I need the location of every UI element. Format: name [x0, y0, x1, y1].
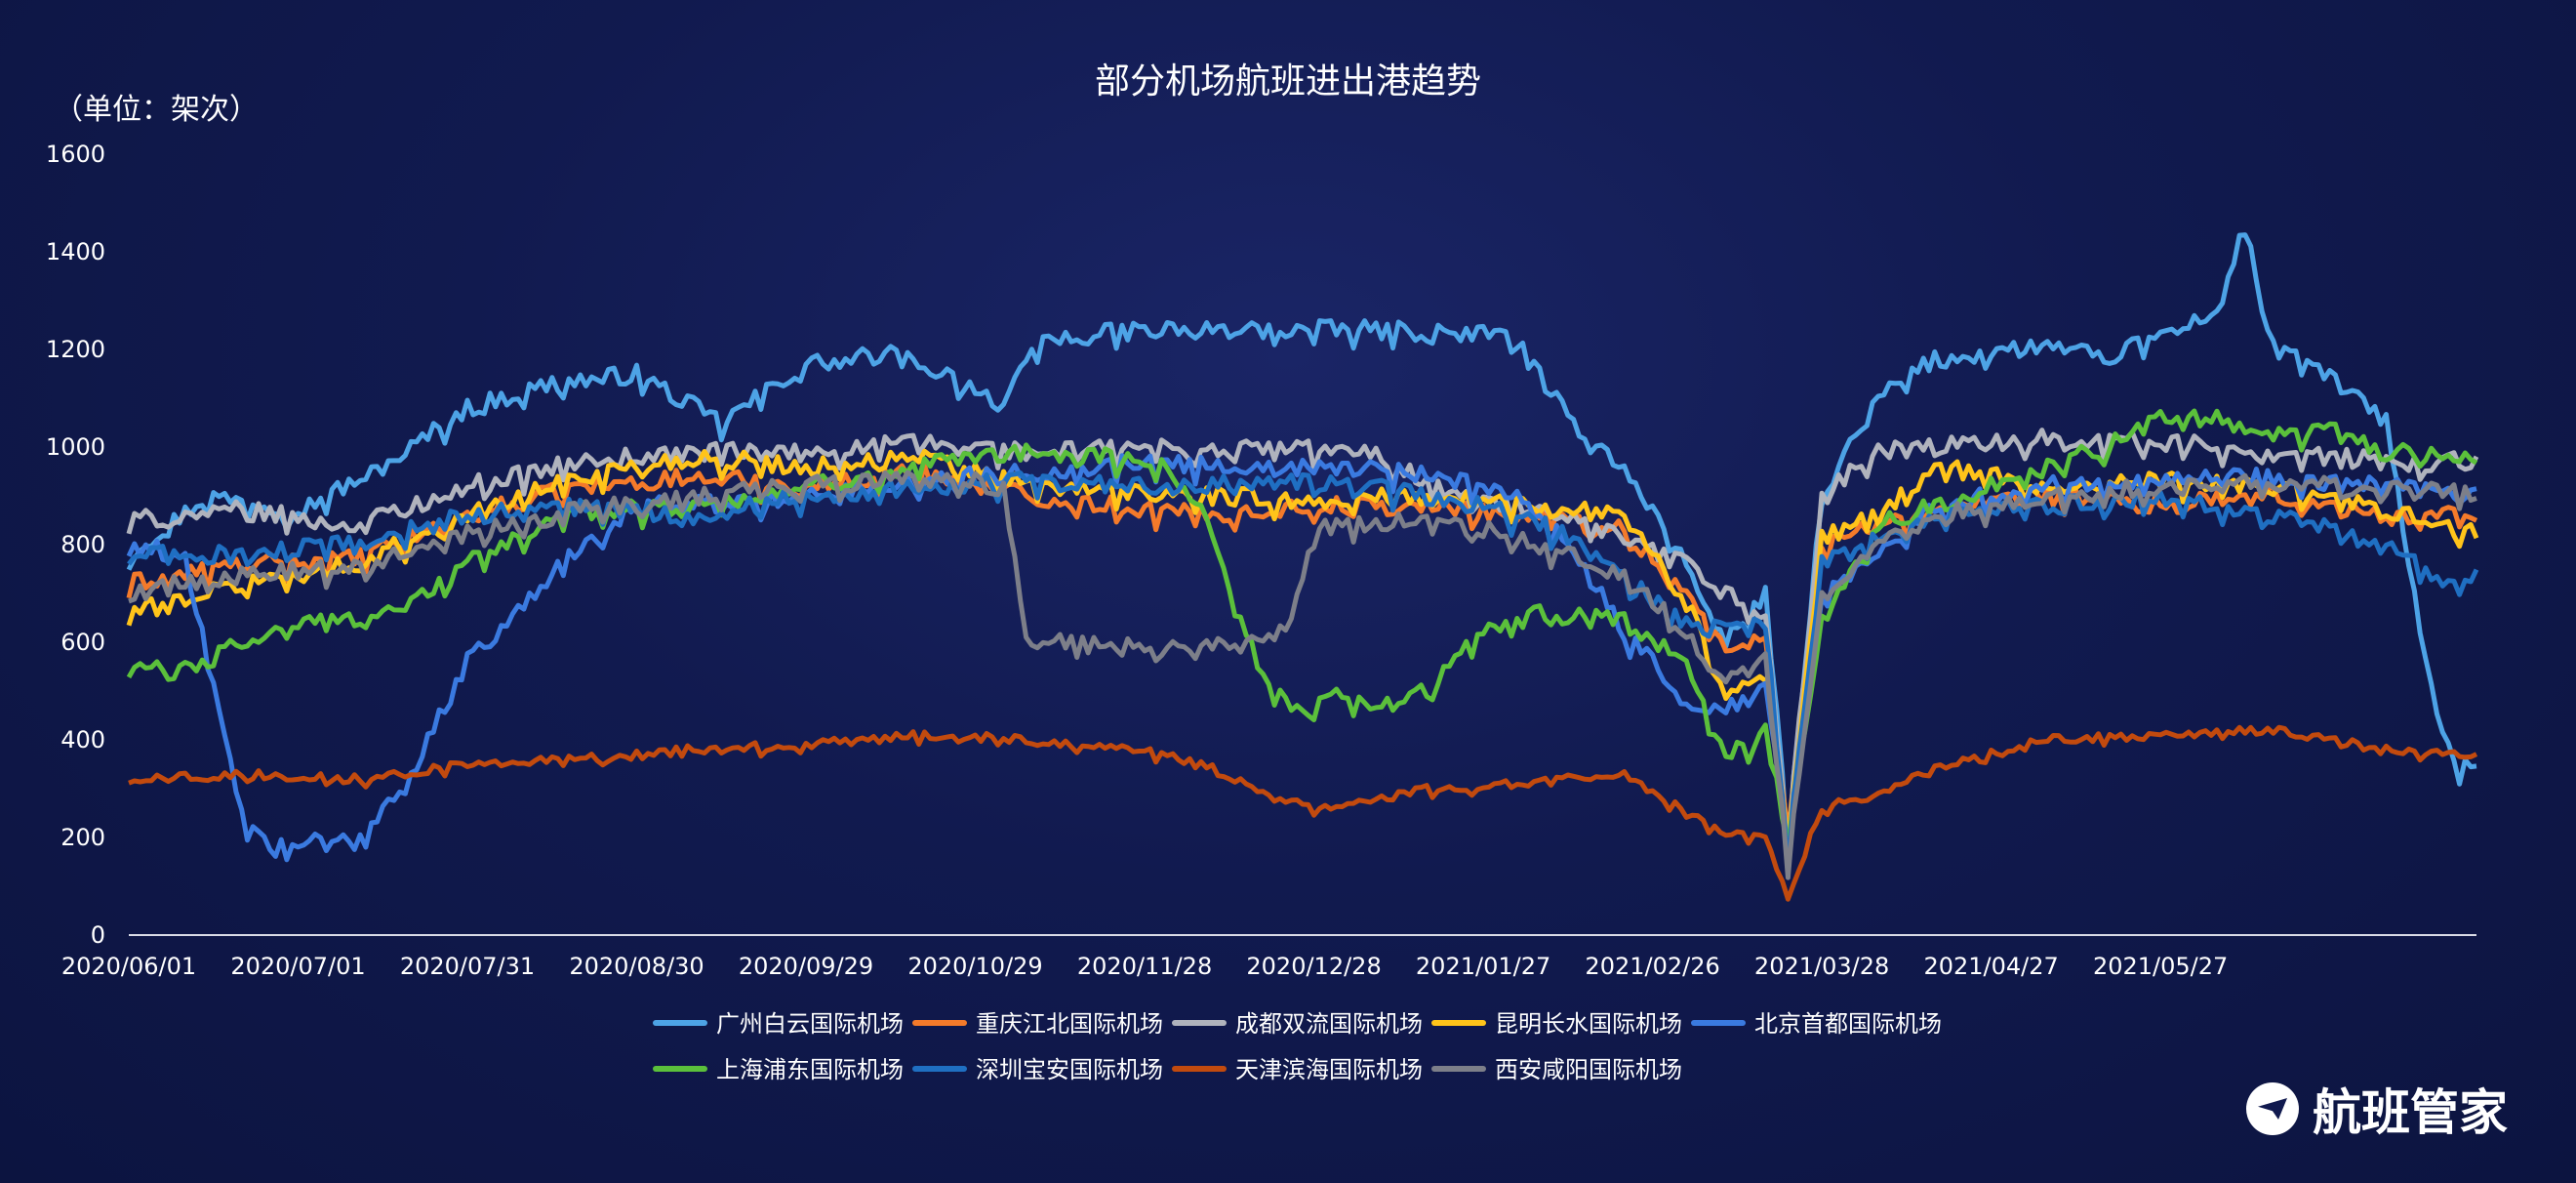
brand-logo: 航班管家: [2246, 1074, 2508, 1144]
y-tick-label: 1000: [46, 433, 105, 461]
x-tick-label: 2020/06/01: [61, 953, 196, 980]
series-line: [126, 408, 2478, 847]
x-tick-label: 2021/03/28: [1754, 953, 1889, 980]
y-tick-labels: 0 200 400 600 800 1000 1200 1400 1600: [46, 141, 105, 949]
series-line: [126, 232, 2477, 862]
x-tick-label: 2021/04/27: [1923, 953, 2058, 980]
chart-title: 部分机场航班进出港趋势: [1095, 61, 1481, 102]
legend-label: 深圳宝安国际机场: [976, 1056, 1163, 1083]
legend-label: 天津滨海国际机场: [1235, 1056, 1423, 1083]
series-lines: [126, 232, 2479, 902]
y-unit-label: （单位：架次）: [54, 93, 259, 127]
legend-label: 重庆江北国际机场: [976, 1010, 1163, 1038]
x-tick-label: 2020/07/01: [230, 953, 365, 980]
legend-label: 昆明长水国际机场: [1495, 1010, 1682, 1038]
legend-label: 广州白云国际机场: [716, 1010, 904, 1038]
legend-label: 成都双流国际机场: [1235, 1010, 1423, 1038]
legend-label: 北京首都国际机场: [1754, 1010, 1942, 1038]
x-tick-labels: 2020/06/01 2020/07/01 2020/07/31 2020/08/30…: [61, 953, 2228, 980]
x-tick-label: 2021/01/27: [1416, 953, 1550, 980]
series-line: [126, 463, 2478, 838]
x-tick-label: 2021/02/26: [1585, 953, 1719, 980]
x-tick-label: 2020/10/29: [907, 953, 1042, 980]
series-line: [128, 724, 2478, 902]
legend-label: 上海浦东国际机场: [716, 1056, 904, 1083]
y-tick-label: 0: [91, 921, 105, 949]
y-tick-label: 800: [60, 531, 105, 558]
x-tick-label: 2020/08/30: [569, 953, 704, 980]
series-line: [127, 470, 2479, 871]
series-line: [126, 453, 2477, 863]
y-tick-label: 1200: [46, 336, 105, 363]
y-tick-label: 1400: [46, 238, 105, 265]
x-tick-label: 2020/07/31: [400, 953, 535, 980]
y-tick-label: 1600: [46, 141, 105, 168]
brand-name: 航班管家: [2313, 1084, 2508, 1141]
x-tick-label: 2020/11/28: [1077, 953, 1212, 980]
x-tick-label: 2020/09/29: [739, 953, 873, 980]
series-line: [126, 428, 2479, 862]
legend: 广州白云国际机场 重庆江北国际机场 成都双流国际机场 昆明长水国际机场 北京首都国际机场…: [653, 1010, 1942, 1083]
y-tick-label: 200: [60, 824, 105, 851]
y-tick-label: 400: [60, 726, 105, 754]
y-tick-label: 600: [60, 629, 105, 656]
x-tick-label: 2020/12/28: [1246, 953, 1381, 980]
series-line: [128, 469, 2477, 880]
plane-logo-icon: [2246, 1082, 2299, 1135]
legend-label: 西安咸阳国际机场: [1495, 1056, 1682, 1083]
x-tick-label: 2021/05/27: [2093, 953, 2228, 980]
